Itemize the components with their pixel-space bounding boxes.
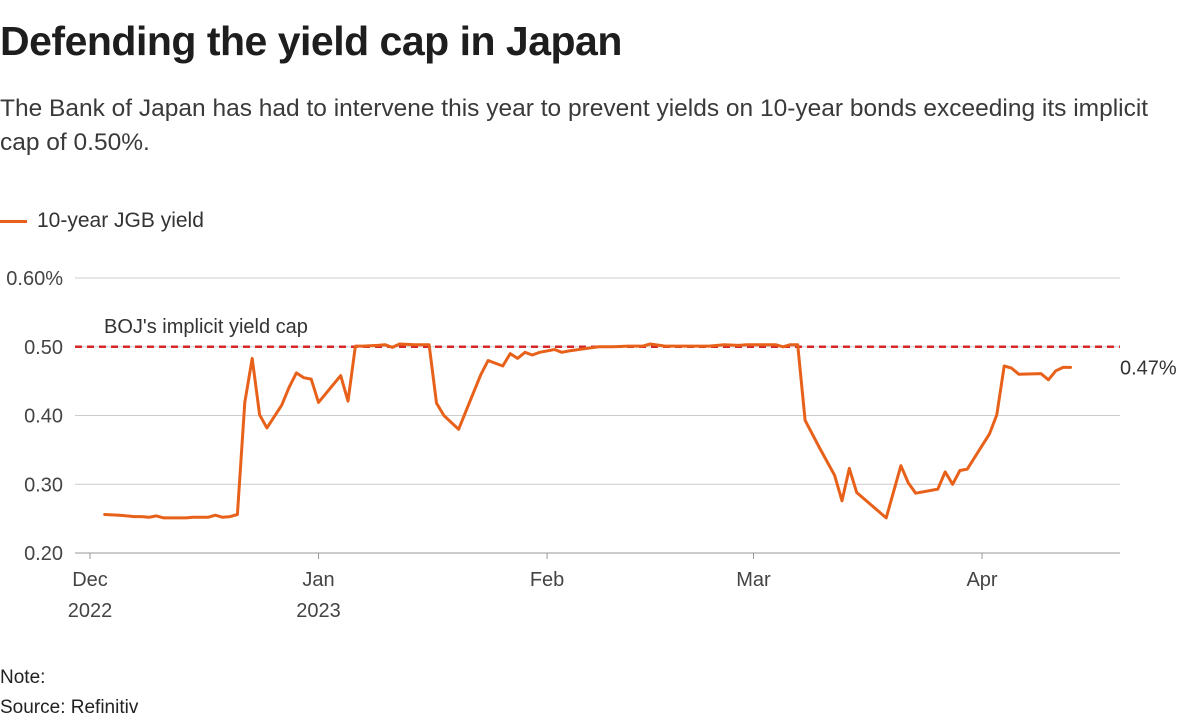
x-tick-sublabel: 2023 xyxy=(296,600,341,622)
y-tick-label: 0.50 xyxy=(24,337,63,359)
series-group: 0.47% xyxy=(103,342,1177,520)
legend-swatch xyxy=(0,219,27,223)
yield-cap-label: BOJ's implicit yield cap xyxy=(104,316,308,338)
y-axis-labels: 0.60% 0.50 0.40 0.30 0.20 xyxy=(6,268,63,565)
line-chart: BOJ's implicit yield cap 0.47% 0.60% 0.50… xyxy=(6,268,1177,622)
legend: 10-year JGB yield xyxy=(0,207,204,235)
y-tick-label: 0.20 xyxy=(24,543,63,565)
x-tick-label: Feb xyxy=(530,569,564,591)
x-tick-sublabel: 2022 xyxy=(68,600,113,622)
x-tick-label: Mar xyxy=(736,569,771,591)
x-axis-labels: Dec 2022 Jan 2023 Feb Mar Apr xyxy=(68,569,998,622)
x-tick-label: Jan xyxy=(302,569,334,591)
chart-subtitle: The Bank of Japan has had to intervene t… xyxy=(0,95,1149,156)
y-tick-label: 0.60% xyxy=(6,268,63,290)
x-tick-label: Dec xyxy=(72,569,108,591)
chart-title: Defending the yield cap in Japan xyxy=(0,18,622,64)
legend-label: 10-year JGB yield xyxy=(37,209,204,232)
chart-note: Note: xyxy=(0,667,46,688)
y-tick-label: 0.30 xyxy=(24,474,63,496)
end-value-label: 0.47% xyxy=(1120,357,1177,379)
reference-line-group: BOJ's implicit yield cap xyxy=(75,316,1120,348)
jgb-yield-line xyxy=(103,342,1072,520)
chart-source: Source: Refinitiv xyxy=(0,697,139,718)
y-tick-label: 0.40 xyxy=(24,406,63,428)
x-tick-label: Apr xyxy=(966,569,997,591)
